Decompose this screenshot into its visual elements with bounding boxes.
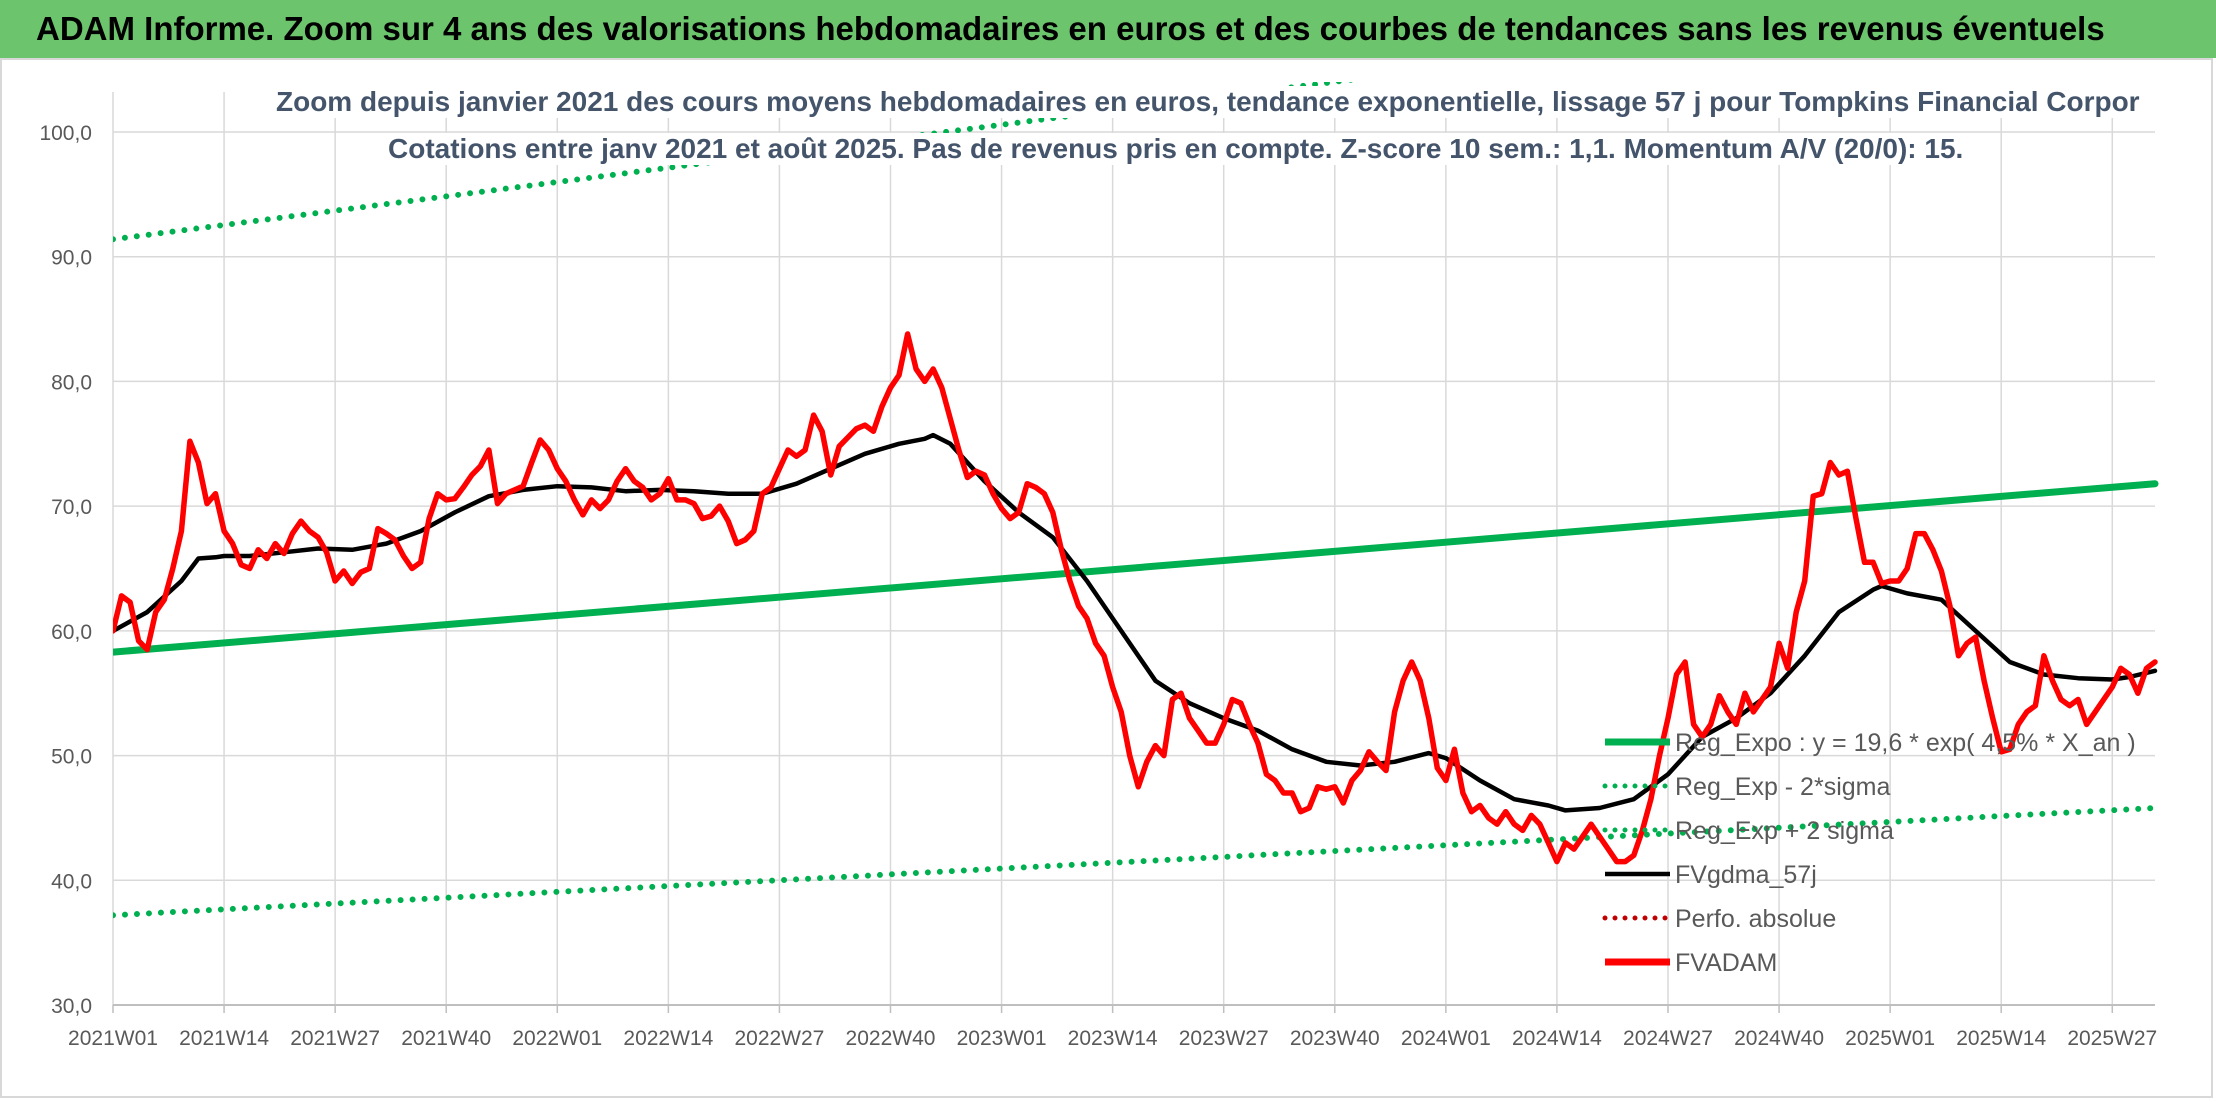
x-tick-label: 2023W27 — [1179, 1027, 1269, 1050]
x-tick-label: 2021W40 — [401, 1027, 491, 1050]
grid — [112, 92, 2155, 1006]
legend-label: Reg_Exp - 2*sigma — [1675, 773, 1890, 801]
legend-label: Reg_Expo : y = 19,6 * exp( 4,5% * X_an ) — [1675, 729, 2136, 757]
chart-subtitle: Cotations entre janv 2021 et août 2025. … — [384, 133, 1968, 165]
y-tick-label: 40,0 — [51, 870, 92, 893]
banner-title: ADAM Informe. Zoom sur 4 ans des valoris… — [36, 10, 2105, 47]
axes: 30,0 40,0 50,0 60,0 70,0 80,0 90,0 100,0 2021W01… — [39, 122, 2157, 1050]
y-tick-label: 30,0 — [51, 995, 92, 1018]
legend-label: Perfo. absolue — [1675, 905, 1836, 933]
y-tick-label: 90,0 — [51, 247, 92, 270]
x-tick-label: 2022W27 — [734, 1027, 824, 1050]
x-tick-label: 2024W14 — [1512, 1027, 1602, 1050]
x-tick-label: 2023W40 — [1290, 1027, 1380, 1050]
legend: Reg_Expo : y = 19,6 * exp( 4,5% * X_an )… — [1602, 729, 2136, 977]
legend-label: FVgdma_57j — [1675, 861, 1817, 889]
x-tick-label: 2025W01 — [1845, 1027, 1935, 1050]
x-tick-label: 2023W14 — [1068, 1027, 1158, 1050]
legend-label: FVADAM — [1675, 949, 1777, 977]
reg-expo-line — [113, 480, 2159, 656]
y-tick-label: 100,0 — [39, 122, 92, 145]
fvadam-line — [113, 331, 2158, 865]
y-tick-label: 70,0 — [51, 496, 92, 519]
legend-label: Reg_Exp + 2 sigma — [1675, 817, 1894, 845]
banner: ADAM Informe. Zoom sur 4 ans des valoris… — [0, 0, 2216, 58]
x-tick-label: 2022W40 — [846, 1027, 936, 1050]
reg-exp-plus-2sigma-line — [113, 82, 1357, 243]
x-tick-label: 2024W01 — [1401, 1027, 1491, 1050]
x-tick-label: 2021W01 — [68, 1027, 158, 1050]
y-tick-label: 50,0 — [51, 746, 92, 769]
x-tick-label: 2024W40 — [1734, 1027, 1824, 1050]
chart-frame — [0, 58, 2213, 1098]
x-tick-label: 2025W27 — [2067, 1027, 2157, 1050]
x-tick-label: 2021W14 — [179, 1027, 269, 1050]
y-tick-label: 80,0 — [51, 371, 92, 394]
x-tick-label: 2023W01 — [957, 1027, 1047, 1050]
y-tick-label: 60,0 — [51, 621, 92, 644]
x-tick-label: 2021W27 — [290, 1027, 380, 1050]
x-tick-label: 2024W27 — [1623, 1027, 1713, 1050]
reg-exp-minus-2sigma-line — [113, 805, 2158, 919]
x-tick-label: 2025W14 — [1956, 1027, 2046, 1050]
x-tick-label: 2022W01 — [512, 1027, 602, 1050]
x-tick-label: 2022W14 — [623, 1027, 713, 1050]
chart-title: Zoom depuis janvier 2021 des cours moyen… — [272, 86, 2144, 118]
